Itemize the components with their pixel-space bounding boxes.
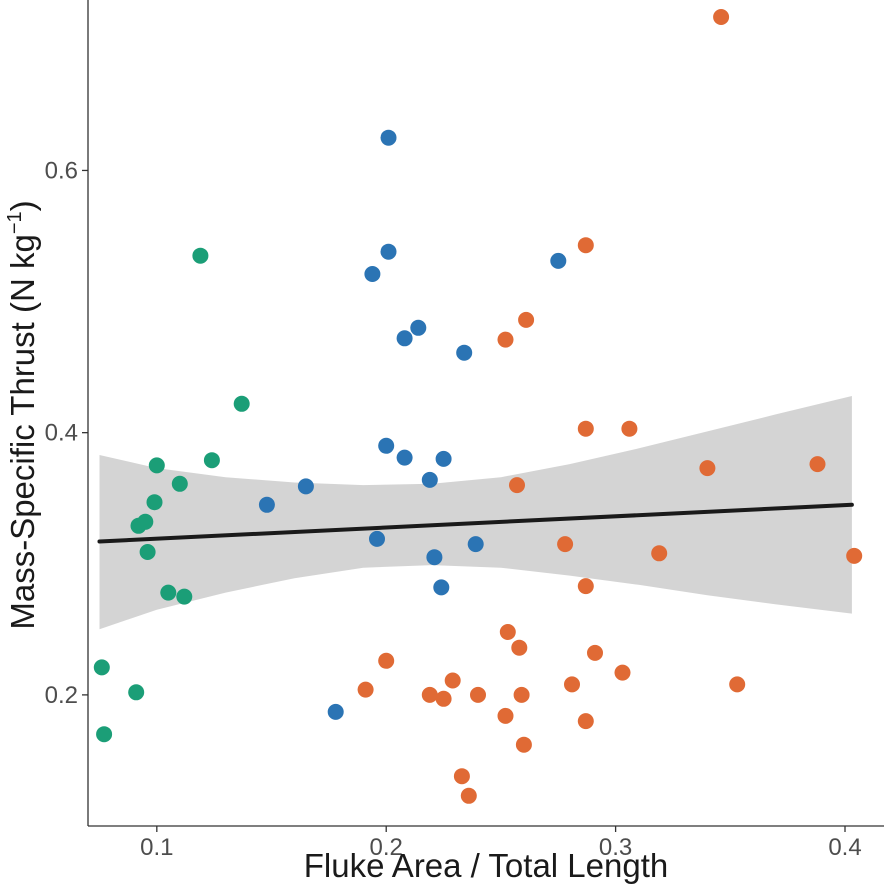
data-point bbox=[327, 703, 344, 720]
data-point bbox=[410, 319, 427, 336]
y-tick-label: 0.2 bbox=[45, 682, 78, 709]
data-point bbox=[651, 545, 668, 562]
x-tick-label: 0.1 bbox=[140, 834, 173, 861]
data-point bbox=[577, 420, 594, 437]
data-point bbox=[621, 420, 638, 437]
data-point bbox=[433, 579, 450, 596]
data-point bbox=[171, 475, 188, 492]
data-point bbox=[421, 471, 438, 488]
data-point bbox=[96, 726, 113, 743]
data-point bbox=[137, 513, 154, 530]
data-point bbox=[513, 686, 530, 703]
data-point bbox=[435, 690, 452, 707]
data-point bbox=[396, 330, 413, 347]
x-tick-label: 0.3 bbox=[599, 834, 632, 861]
data-point bbox=[587, 644, 603, 661]
data-point bbox=[577, 237, 594, 254]
data-point bbox=[364, 266, 381, 282]
data-point bbox=[357, 681, 374, 698]
data-point bbox=[564, 676, 580, 693]
data-point bbox=[470, 686, 486, 703]
data-point bbox=[435, 450, 452, 467]
data-point bbox=[148, 457, 165, 474]
data-point bbox=[557, 536, 574, 553]
data-point bbox=[509, 477, 525, 494]
data-point bbox=[699, 460, 716, 477]
data-point bbox=[550, 252, 567, 269]
data-point bbox=[577, 713, 594, 730]
x-axis-title: Fluke Area / Total Length bbox=[304, 847, 668, 884]
data-point bbox=[515, 736, 532, 753]
data-point bbox=[518, 311, 535, 328]
y-tick-label: 0.6 bbox=[45, 157, 78, 184]
data-point bbox=[396, 449, 413, 466]
data-point bbox=[297, 478, 314, 495]
data-point bbox=[809, 456, 826, 473]
data-point bbox=[846, 547, 863, 564]
data-point bbox=[203, 452, 220, 469]
data-point bbox=[511, 639, 528, 656]
data-point bbox=[421, 686, 438, 703]
data-point bbox=[93, 659, 110, 676]
y-axis-title-close: ) bbox=[4, 200, 41, 211]
data-point bbox=[460, 787, 477, 804]
data-point bbox=[499, 624, 516, 640]
y-axis-ticks: 0.2 0.4 0.6 bbox=[45, 157, 88, 709]
data-point bbox=[160, 584, 177, 601]
axes: 0.1 0.2 0.3 0.4 0.2 0.4 0.6 bbox=[45, 0, 884, 861]
confidence-band-layer bbox=[99, 396, 852, 630]
plot-area bbox=[93, 9, 863, 804]
data-point bbox=[176, 588, 193, 605]
data-point bbox=[192, 247, 209, 264]
regression-line bbox=[97, 502, 854, 544]
data-points-layer bbox=[93, 9, 863, 804]
data-point bbox=[146, 494, 163, 511]
data-point bbox=[233, 395, 250, 412]
data-point bbox=[426, 549, 443, 566]
y-axis-title: Mass-Specific Thrust (N kg−1) bbox=[4, 200, 41, 629]
data-point bbox=[614, 664, 631, 681]
data-point bbox=[497, 331, 514, 348]
data-point bbox=[444, 672, 461, 689]
data-point bbox=[258, 496, 275, 513]
data-point bbox=[378, 437, 395, 454]
regression-line-layer bbox=[97, 502, 854, 544]
data-point bbox=[139, 544, 156, 560]
data-point bbox=[497, 707, 514, 724]
x-tick-label: 0.4 bbox=[828, 834, 861, 861]
data-point bbox=[713, 9, 730, 25]
x-axis-ticks: 0.1 0.2 0.3 0.4 bbox=[140, 826, 862, 861]
data-point bbox=[577, 578, 594, 595]
data-point bbox=[729, 676, 746, 693]
data-point bbox=[128, 684, 145, 701]
data-point bbox=[369, 530, 385, 547]
data-point bbox=[380, 243, 397, 260]
data-point bbox=[456, 344, 473, 361]
y-axis-title-main: Mass-Specific Thrust (N kg bbox=[4, 234, 41, 629]
x-tick-label: 0.2 bbox=[370, 834, 403, 861]
y-tick-label: 0.4 bbox=[45, 420, 78, 447]
y-axis-title-superscript: −1 bbox=[4, 211, 26, 234]
data-point bbox=[453, 768, 470, 785]
confidence-band bbox=[99, 396, 852, 630]
data-point bbox=[467, 536, 484, 553]
data-point bbox=[380, 129, 397, 146]
data-point bbox=[378, 652, 395, 669]
